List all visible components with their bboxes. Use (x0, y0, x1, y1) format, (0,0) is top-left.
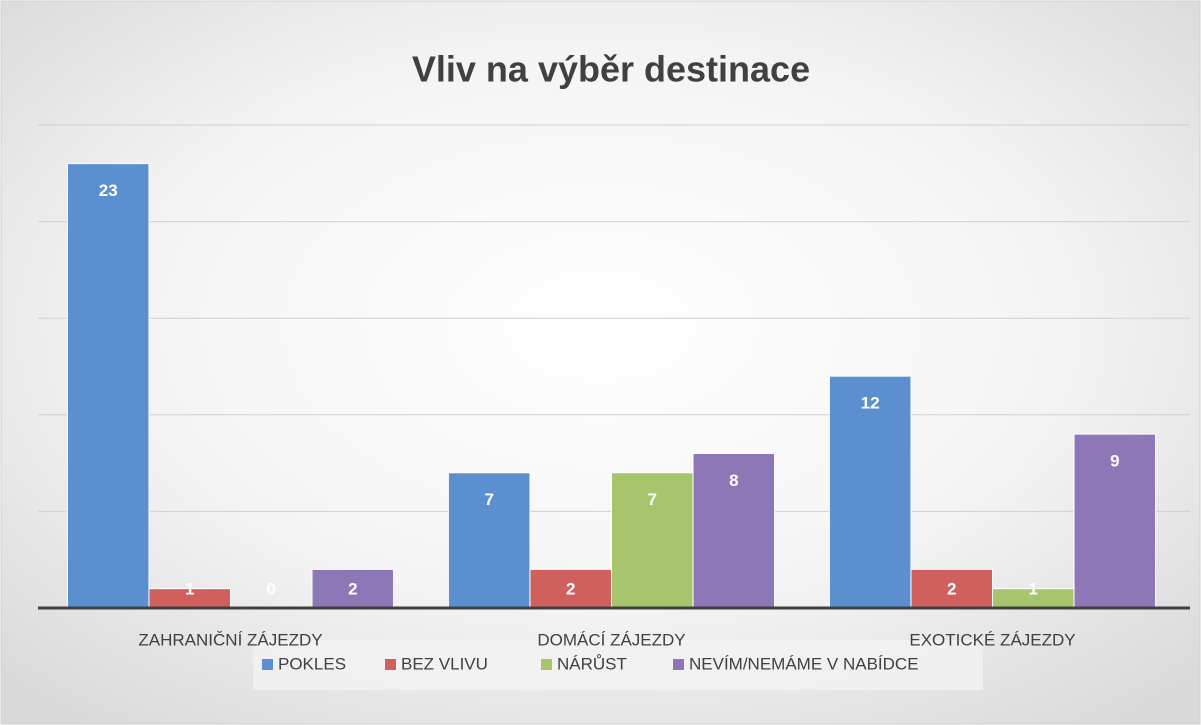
data-label: 2 (348, 579, 357, 598)
legend-swatch (541, 659, 552, 670)
data-label: 1 (1029, 579, 1038, 598)
data-label: 12 (861, 394, 880, 413)
x-tick-label: ZAHRANIČNÍ ZÁJEZDY (138, 630, 322, 649)
legend-label: NÁRŮST (557, 654, 627, 673)
legend-swatch (385, 659, 396, 670)
data-label: 9 (1110, 452, 1119, 471)
legend-label: NEVÍM/NEMÁME V NABÍDCE (689, 654, 919, 673)
data-label: 23 (99, 181, 118, 200)
legend-box (253, 640, 983, 690)
bar (311, 568, 395, 609)
legend-label: POKLES (278, 654, 346, 673)
bar (529, 568, 612, 609)
chart-title: Vliv na výběr destinace (412, 49, 810, 90)
bar (611, 472, 694, 609)
data-label: 2 (947, 579, 956, 598)
data-label: 0 (267, 579, 276, 598)
bar (692, 452, 776, 609)
bar (447, 472, 531, 609)
data-label: 7 (648, 490, 657, 509)
legend-label: BEZ VLIVU (401, 654, 488, 673)
bar (1073, 433, 1157, 609)
x-tick-label: EXOTICKÉ ZÁJEZDY (909, 630, 1075, 649)
data-label: 8 (729, 471, 738, 490)
x-tick-label: DOMÁCÍ ZÁJEZDY (537, 630, 685, 649)
legend-swatch (262, 659, 273, 670)
data-label: 7 (484, 490, 493, 509)
bar (66, 163, 150, 609)
legend-swatch (673, 659, 684, 670)
bar (910, 568, 993, 609)
data-label: 2 (566, 579, 575, 598)
data-label: 1 (185, 579, 194, 598)
